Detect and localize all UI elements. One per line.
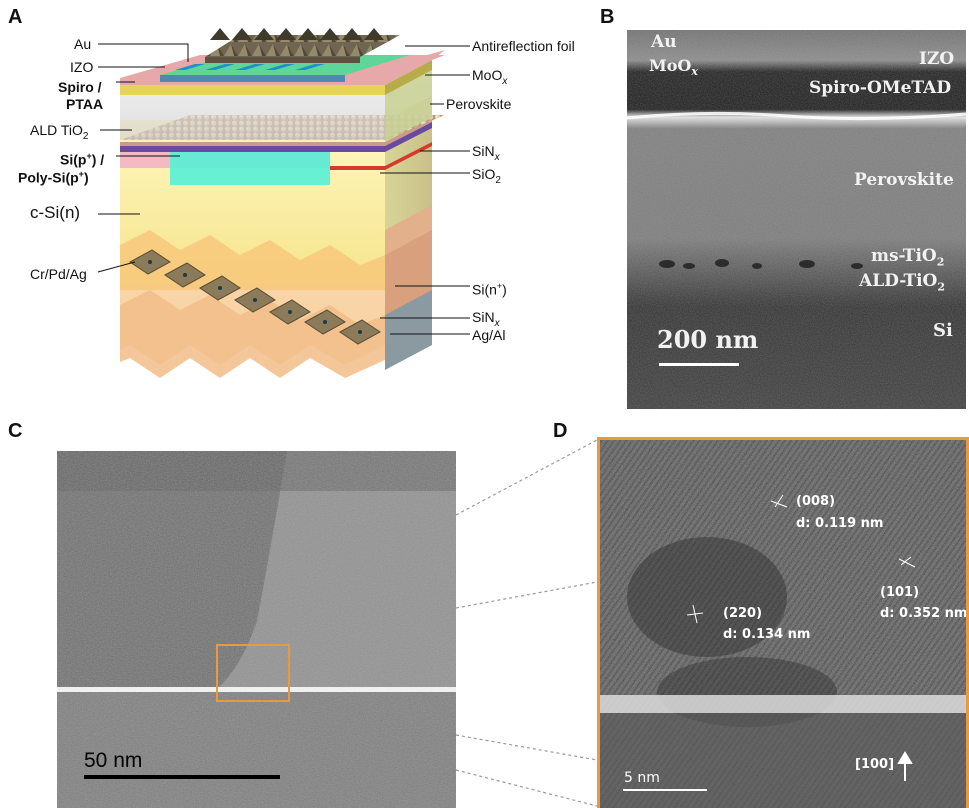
hrtem-scale-label: 5 nm [624, 770, 660, 786]
label-sip-line2: Poly-Si(p+) [18, 169, 89, 186]
label-moox: MoOx [472, 67, 508, 87]
sem-label-au: Au [651, 32, 677, 52]
label-spiro-line2: PTAA [66, 96, 104, 112]
plane-101-hkl: (101) [880, 585, 920, 600]
plane-220-hkl: (220) [723, 606, 763, 621]
label-si-nplus: Si(n+) [472, 281, 507, 298]
sem-label-si: Si [933, 320, 953, 341]
direction-label: [100] [855, 757, 895, 772]
sem-label-perovskite: Perovskite [854, 170, 954, 190]
label-spiro-line1: Spiro / [58, 79, 102, 95]
panel-a-letter: A [8, 6, 23, 28]
sem-scale-bar [659, 363, 739, 366]
plane-008-d: d: 0.119 nm [796, 516, 884, 531]
hrtem-image: (008) d: 0.119 nm (101) d: 0.352 nm (220… [597, 437, 969, 808]
label-crpdag: Cr/Pd/Ag [30, 266, 87, 282]
sem-label-izo: IZO [919, 49, 955, 69]
plane-008-hkl: (008) [796, 494, 836, 509]
panel-c-letter: C [8, 420, 23, 442]
panel-b-letter: B [600, 6, 615, 28]
label-ald-tio2: ALD TiO2 [30, 122, 89, 142]
label-sinx-rear: SiNx [472, 309, 500, 329]
device-schematic [97, 28, 470, 378]
label-sio2: SiO2 [472, 166, 501, 186]
panel-d-letter: D [553, 420, 568, 442]
label-antireflection: Antireflection foil [472, 38, 575, 54]
label-au: Au [74, 36, 92, 52]
label-perovskite: Perovskite [446, 96, 512, 112]
tem-overview-scale-label: 50 nm [84, 749, 143, 772]
sem-label-moox: MoOx [649, 56, 698, 79]
plane-101-d: d: 0.352 nm [880, 606, 968, 621]
sem-label-spiro: Spiro-OMeTAD [809, 78, 952, 98]
label-sinx: SiNx [472, 143, 500, 163]
tem-overview-image: 50 nm [57, 451, 456, 808]
sem-image: Au IZO MoOx Spiro-OMeTAD Perovskite ms-T… [627, 30, 966, 409]
label-c-si: c-Si(n) [30, 203, 81, 222]
label-ag-al: Ag/Al [472, 327, 506, 343]
sem-label-ms-tio2: ms-TiO2 [871, 246, 945, 269]
sem-scale-label: 200 nm [657, 325, 759, 354]
plane-220-d: d: 0.134 nm [723, 627, 811, 642]
sem-label-ald-tio2: ALD-TiO2 [859, 271, 946, 294]
label-izo: IZO [70, 59, 94, 75]
zoom-box [216, 644, 290, 702]
tem-overview-scale-bar [84, 775, 280, 779]
panel-a: Au IZO Spiro / PTAA ALD TiO2 Si(p+) / Po… [0, 0, 600, 400]
label-sip-line1: Si(p+) / [60, 151, 105, 168]
